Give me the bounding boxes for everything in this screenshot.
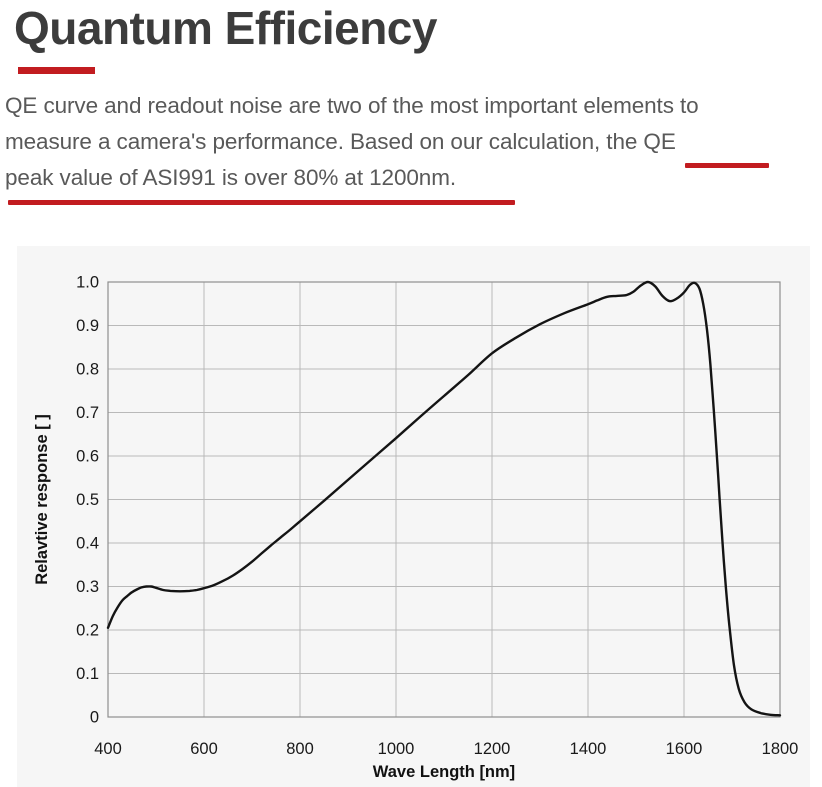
heading-red-underline-bar xyxy=(18,67,95,74)
x-tick-label: 800 xyxy=(286,740,314,758)
page-title: Quantum Efficiency xyxy=(14,2,437,54)
y-tick-label: 0 xyxy=(90,709,99,727)
qe-chart: 0 0.1 0.2 0.3 0.4 0.5 0.6 0.7 0.8 0.9 1.0 400 600 800… xyxy=(17,246,810,787)
y-tick-label: 0.8 xyxy=(76,361,99,379)
y-tick-label: 0.1 xyxy=(76,665,99,683)
x-tick-label: 400 xyxy=(94,740,122,758)
qe-chart-canvas: 0 0.1 0.2 0.3 0.4 0.5 0.6 0.7 0.8 0.9 1.0 400 600 800… xyxy=(33,274,799,782)
intro-line-1: QE curve and readout noise are two of th… xyxy=(5,93,699,118)
y-tick-label: 0.3 xyxy=(76,578,99,596)
x-tick-label: 1400 xyxy=(570,740,607,758)
y-tick-label: 0.6 xyxy=(76,448,99,466)
y-tick-label: 0.5 xyxy=(76,491,99,509)
y-tick-label: 0.2 xyxy=(76,622,99,640)
qe-curve-line xyxy=(106,280,782,717)
x-tick-label: 1200 xyxy=(474,740,511,758)
y-tick-label: 1.0 xyxy=(76,274,99,292)
y-tick-label: 0.7 xyxy=(76,404,99,422)
intro-paragraph: QE curve and readout noise are two of th… xyxy=(5,88,821,196)
y-axis-title: Relavtive response [ ] xyxy=(33,414,51,585)
x-tick-label: 1800 xyxy=(762,740,799,758)
plot-border xyxy=(107,281,781,718)
y-tick-label: 0.4 xyxy=(76,535,99,553)
x-tick-label: 600 xyxy=(190,740,218,758)
intro-line-3: peak value of ASI991 is over 80% at 1200… xyxy=(5,165,456,190)
y-tick-label: 0.9 xyxy=(76,317,99,335)
x-tick-label: 1600 xyxy=(666,740,703,758)
intro-line-2: measure a camera's performance. Based on… xyxy=(5,129,676,154)
x-axis-title: Wave Length [nm] xyxy=(373,763,515,781)
x-tick-label: 1000 xyxy=(378,740,415,758)
red-underline-peak-claim xyxy=(8,200,515,205)
red-underline-the-qe xyxy=(685,163,769,168)
